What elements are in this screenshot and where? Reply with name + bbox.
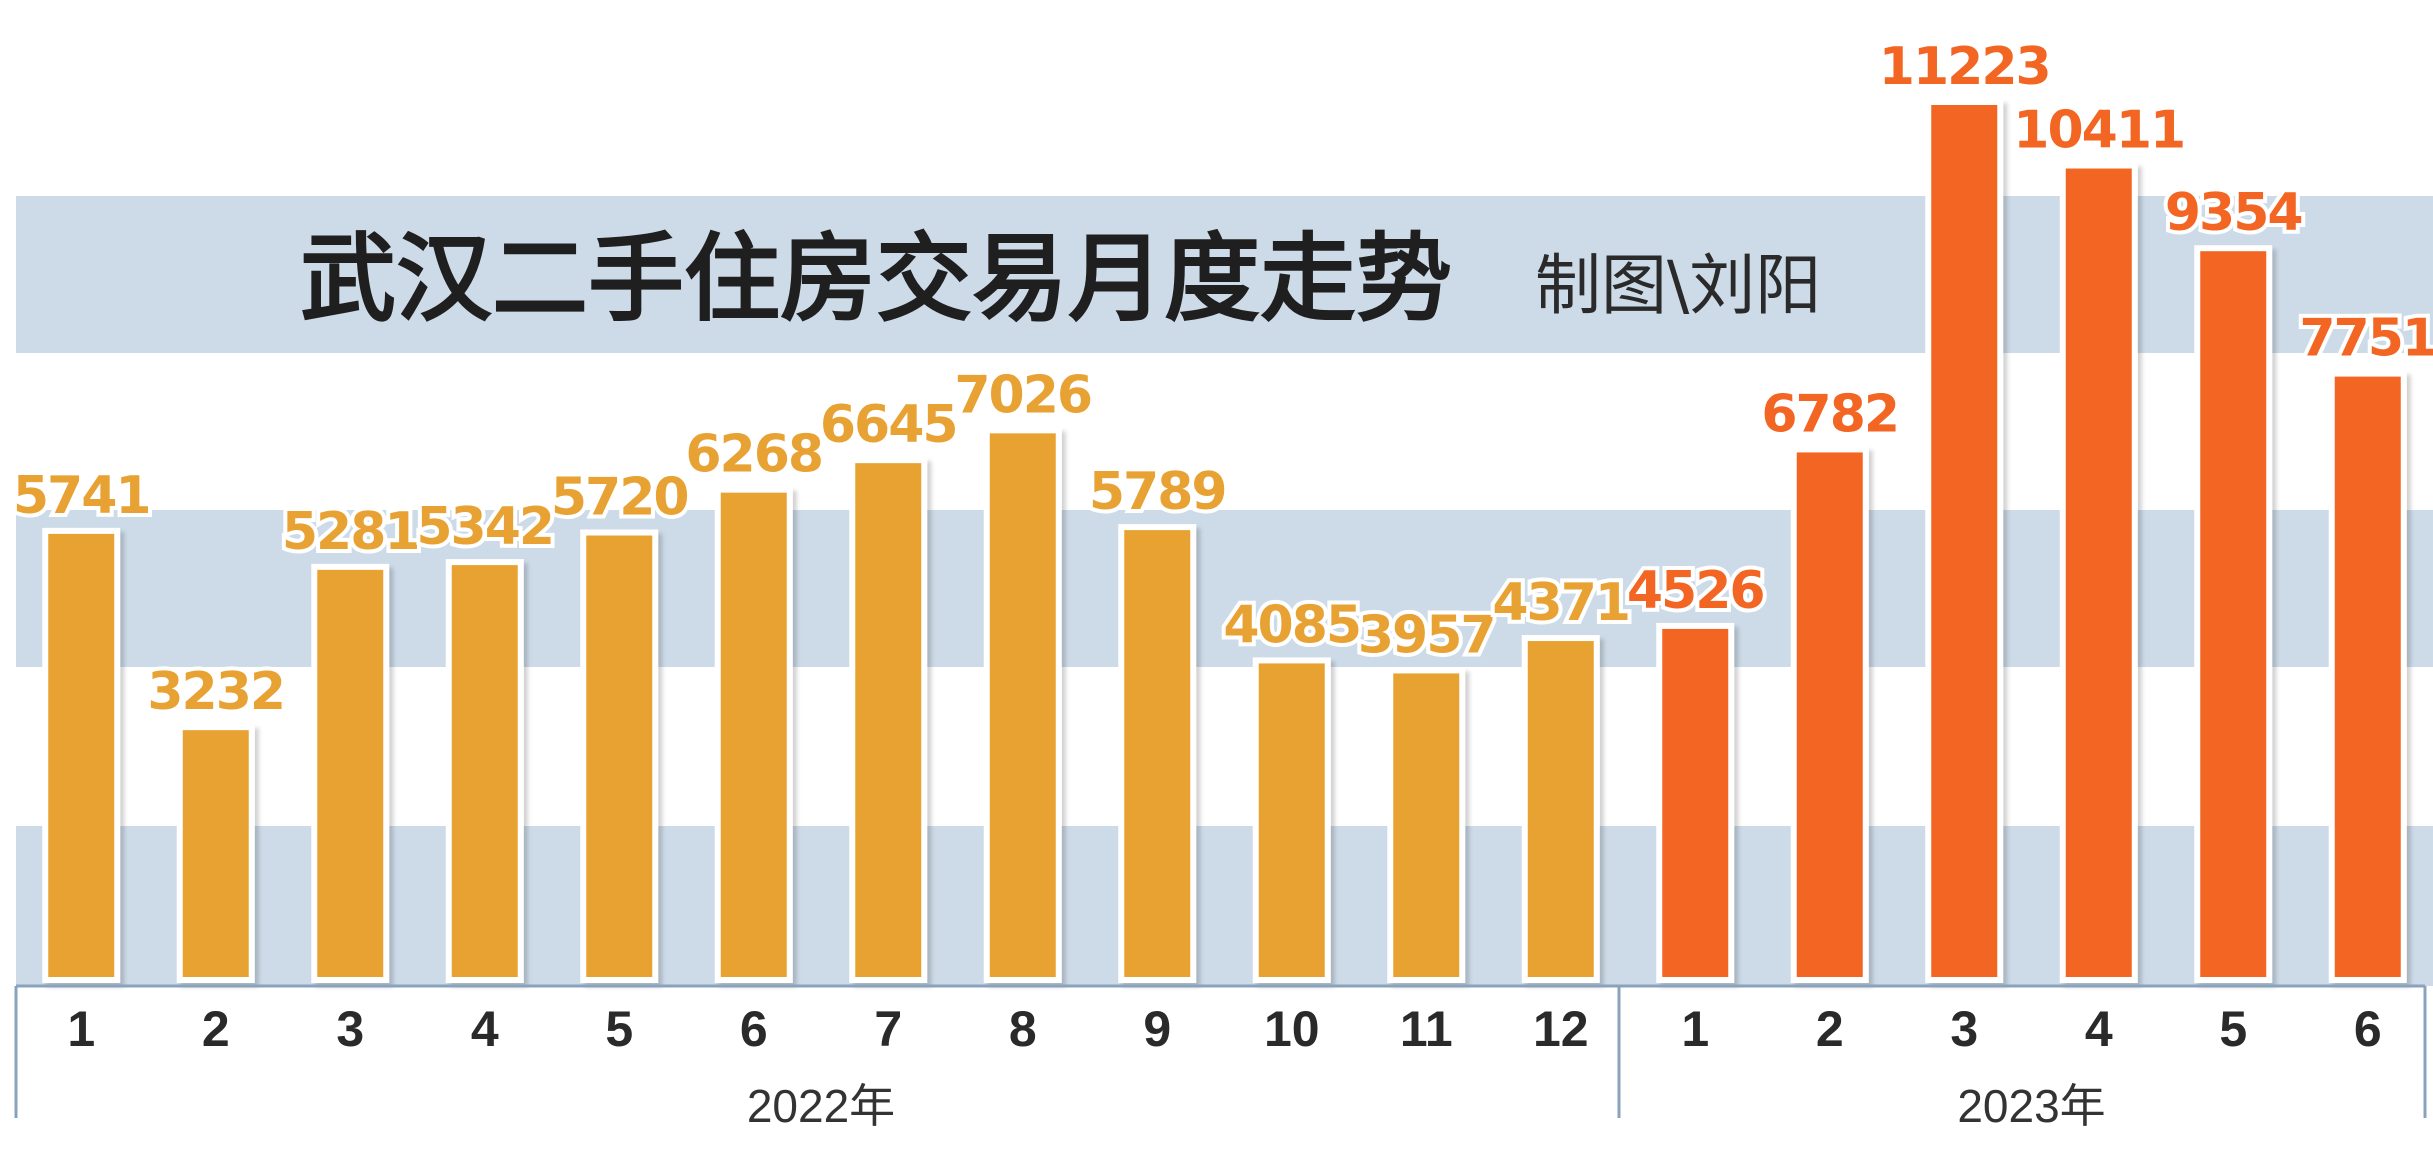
month-tick-label: 3 [336,1001,364,1057]
chart-title: 武汉二手住房交易月度走势 [300,223,1452,335]
value-label: 5342 [416,497,553,557]
bar-2022年-3 [311,563,390,983]
x-axis [14,984,2427,1118]
bar-2022年-7 [849,457,928,983]
bar-2022年-12 [1521,635,1600,983]
month-tick-label: 1 [1681,1001,1709,1057]
month-tick-label: 4 [2085,1001,2113,1057]
month-tick-label: 11 [1400,1001,1453,1057]
value-label: 7751 [2299,309,2433,369]
bar-2022年-11 [1387,667,1466,983]
value-label: 11223 [1879,37,2050,97]
bar-2022年-10 [1252,657,1331,983]
value-label: 4526 [1627,561,1764,621]
value-label: 4085 [1223,595,1360,655]
month-tick-label: 5 [2219,1001,2247,1057]
bar-2022年-4 [445,559,524,983]
value-label: 3232 [147,662,284,722]
month-tick-label: 8 [1009,1001,1037,1057]
bar-2022年-8 [983,427,1062,983]
month-tick-label: 1 [67,1001,95,1057]
bars-layer [42,99,2407,984]
bar-2023年-5 [2194,245,2273,983]
chart-credit: 制图\刘阳 [1535,247,1821,324]
value-label: 6782 [1761,384,1898,444]
bar-2023年-1 [1656,622,1735,984]
bar-2023年-4 [2059,162,2138,984]
value-label: 5720 [551,468,688,528]
value-label: 9354 [2165,183,2302,243]
month-tick-label: 3 [1950,1001,1978,1057]
bar-2023年-6 [2328,370,2407,983]
value-label: 4371 [1492,573,1629,633]
year-label: 2022年 [747,1080,895,1132]
value-label: 5281 [282,502,419,562]
month-tick-label: 2 [1816,1001,1844,1057]
value-label: 6645 [820,395,957,455]
bar-2022年-6 [714,486,793,983]
value-label: 10411 [2013,101,2184,161]
value-label: 7026 [954,365,1091,425]
band-title [16,196,2433,353]
band-bottom [16,826,2433,986]
value-label: 5741 [13,466,150,526]
month-tick-label: 7 [874,1001,902,1057]
bar-2022年-2 [176,724,255,983]
value-label: 5789 [1089,462,1226,522]
month-tick-label: 6 [2354,1001,2382,1057]
bar-2022年-1 [42,527,121,984]
value-label: 6268 [685,425,822,485]
year-labels-layer: 2022年 2023年 [747,1080,2106,1132]
month-tick-label: 4 [471,1001,499,1057]
year-label: 2023年 [1957,1080,2105,1132]
bar-2022年-9 [1118,524,1197,983]
month-tick-label: 10 [1264,1001,1320,1057]
bar-2023年-3 [1925,99,2004,983]
bar-2022年-5 [580,529,659,983]
value-label: 3957 [1358,605,1495,665]
band-middle [16,510,2433,667]
month-tick-label: 12 [1533,1001,1589,1057]
month-tick-label: 2 [202,1001,230,1057]
bar-2023年-2 [1790,446,1869,983]
month-labels-layer: 1 2 3 4 5 6 7 8 9 10 11 12 1 2 3 4 5 6 [67,1001,2381,1057]
month-tick-label: 6 [740,1001,768,1057]
month-tick-label: 9 [1143,1001,1171,1057]
month-tick-label: 5 [605,1001,633,1057]
background-bands [16,196,2433,986]
